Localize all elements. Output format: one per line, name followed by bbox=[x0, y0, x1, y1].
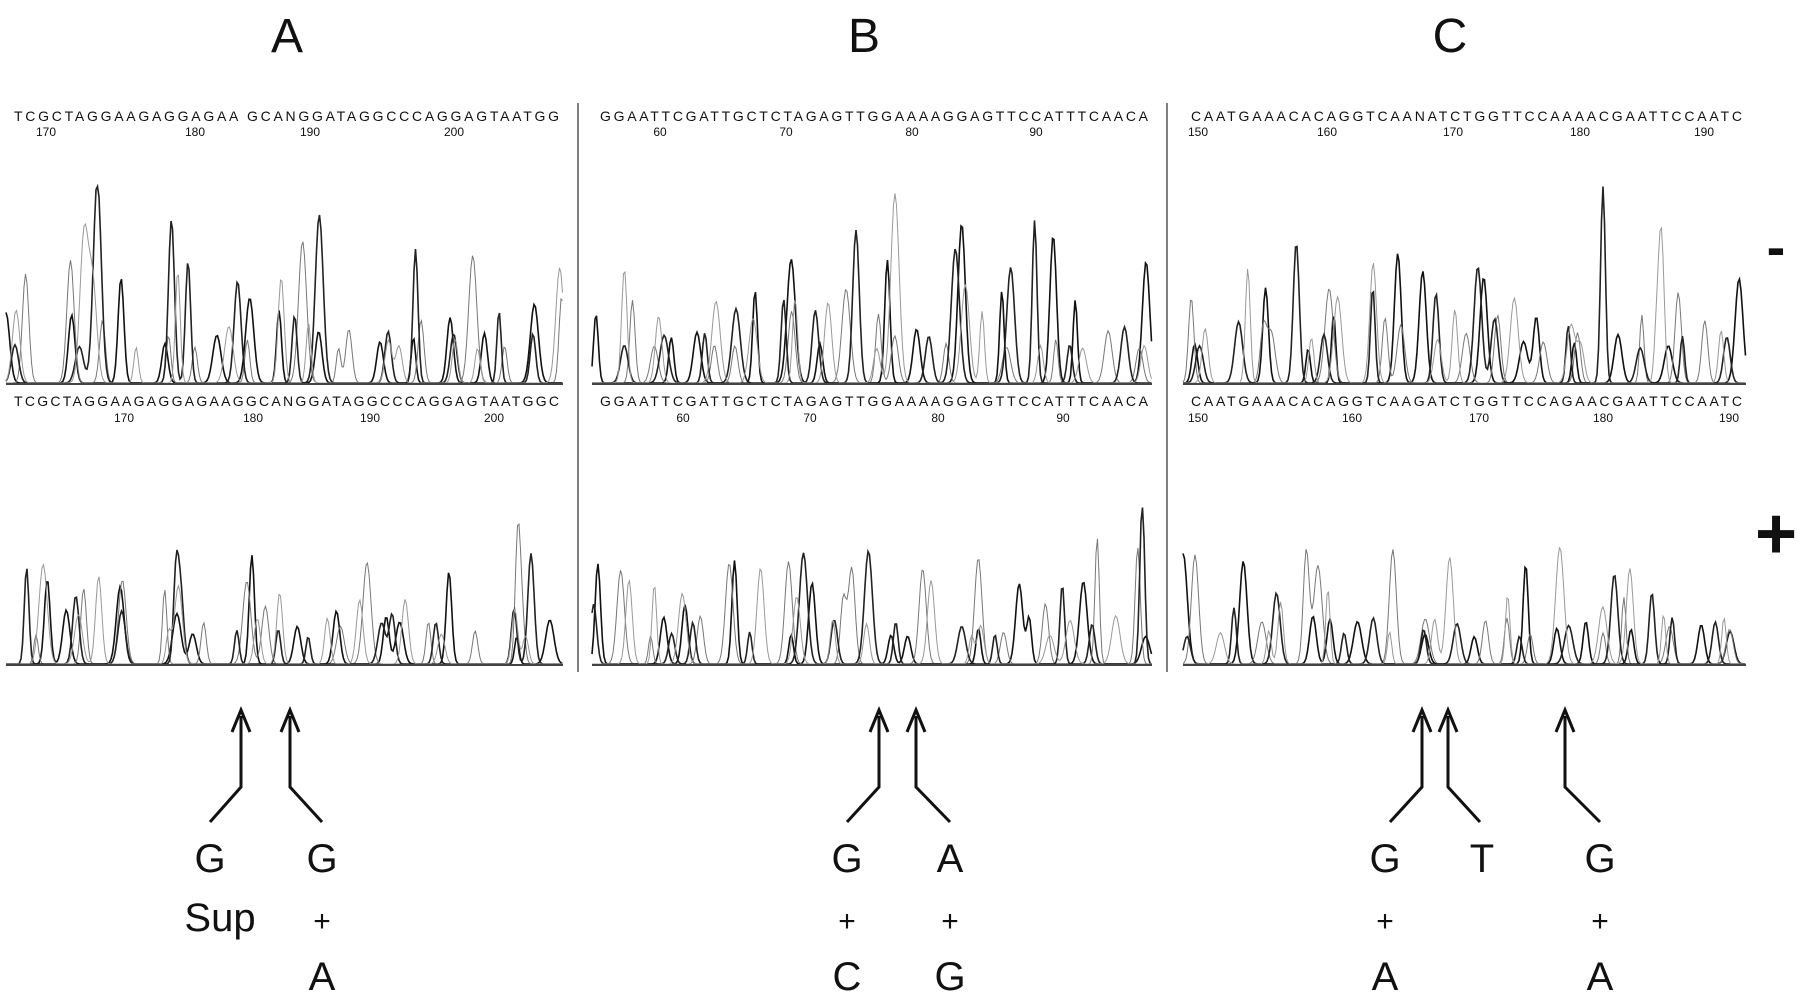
condition-label: + bbox=[1755, 494, 1797, 574]
arrow bbox=[914, 716, 952, 824]
position-tick: 170 bbox=[1469, 411, 1489, 425]
trace bbox=[592, 567, 1152, 665]
trace bbox=[1182, 574, 1746, 665]
base-annotation: A bbox=[1372, 955, 1399, 999]
position-tick: 60 bbox=[676, 411, 690, 425]
position-tick: 160 bbox=[1342, 411, 1362, 425]
arrow-head bbox=[905, 706, 927, 733]
base-annotation: C bbox=[833, 955, 862, 999]
position-tick: 180 bbox=[1570, 125, 1590, 139]
arrow bbox=[208, 716, 243, 823]
trace bbox=[5, 222, 563, 384]
panel-label: C bbox=[1433, 10, 1468, 63]
arrow-head bbox=[1437, 706, 1459, 733]
position-tick: 180 bbox=[185, 125, 205, 139]
arrow-head bbox=[1554, 706, 1576, 733]
position-tick: 70 bbox=[779, 125, 793, 139]
trace bbox=[591, 507, 1152, 665]
position-tick: 90 bbox=[1056, 411, 1070, 425]
position-tick: 150 bbox=[1188, 125, 1208, 139]
position-tick: 170 bbox=[1443, 125, 1463, 139]
sequence: GGAATTCGATTGCTCTAGAGTTGGAAAAGGAGTTCCATTT… bbox=[600, 108, 1149, 124]
sequence: CAATGAAACACAGGTCAAGATCTGGTTCCAGAACGAATTC… bbox=[1191, 393, 1742, 409]
trace bbox=[592, 220, 1152, 384]
trace bbox=[5, 278, 563, 384]
position-tick: 60 bbox=[653, 125, 667, 139]
position-tick: 80 bbox=[905, 125, 919, 139]
arrow-head bbox=[230, 706, 252, 733]
base-annotation: G bbox=[1584, 837, 1615, 881]
sequence: TCGCTAGGAAGAGGAGAA GCANGGATAGGCCCAGGAGTA… bbox=[14, 108, 559, 124]
position-tick: 150 bbox=[1188, 411, 1208, 425]
position-tick: 80 bbox=[931, 411, 945, 425]
arrow-head bbox=[1411, 706, 1433, 733]
base-annotation: + bbox=[838, 905, 856, 938]
sequence: CAATGAAACACAGGTCAANATCTGGTTCCAAAACGAATTC… bbox=[1191, 108, 1742, 124]
position-tick: 70 bbox=[803, 411, 817, 425]
arrow bbox=[1388, 716, 1424, 824]
panel-label: A bbox=[271, 10, 303, 63]
base-annotation: + bbox=[313, 905, 331, 938]
position-tick: 180 bbox=[243, 411, 263, 425]
base-annotation: A bbox=[937, 837, 964, 881]
arrow bbox=[845, 716, 881, 824]
arrow-head bbox=[279, 706, 301, 733]
position-tick: 160 bbox=[1317, 125, 1337, 139]
position-tick: 180 bbox=[1593, 411, 1613, 425]
position-tick: 170 bbox=[36, 125, 56, 139]
position-tick: 190 bbox=[1694, 125, 1714, 139]
base-annotation: G bbox=[831, 837, 862, 881]
condition-label: - bbox=[1767, 215, 1786, 278]
position-tick: 190 bbox=[360, 411, 380, 425]
position-tick: 90 bbox=[1029, 125, 1043, 139]
position-tick: 200 bbox=[484, 411, 504, 425]
sequence: TCGCTAGGAAGAGGAGAAGGCANGGATAGGCCCAGGAGTA… bbox=[14, 393, 559, 409]
arrow bbox=[288, 716, 324, 824]
panel-label: B bbox=[848, 10, 880, 63]
base-annotation: A bbox=[1587, 955, 1614, 999]
trace bbox=[1182, 549, 1746, 665]
arrow bbox=[1446, 716, 1482, 824]
base-annotation: G bbox=[194, 837, 225, 881]
base-annotation: Sup bbox=[184, 896, 255, 940]
trace bbox=[1183, 186, 1746, 384]
position-tick: 170 bbox=[114, 411, 134, 425]
base-annotation: + bbox=[1376, 905, 1394, 938]
trace bbox=[1182, 253, 1747, 384]
arrow-head bbox=[868, 706, 890, 733]
trace bbox=[6, 563, 563, 665]
position-tick: 190 bbox=[300, 125, 320, 139]
base-annotation: T bbox=[1470, 837, 1494, 881]
base-annotation: + bbox=[941, 905, 959, 938]
base-annotation: G bbox=[934, 955, 965, 999]
sequence: GGAATTCGATTGCTCTAGAGTTGGAAAAGGAGTTCCATTT… bbox=[600, 393, 1149, 409]
arrow bbox=[1563, 716, 1602, 824]
position-tick: 190 bbox=[1719, 411, 1739, 425]
base-annotation: + bbox=[1591, 905, 1609, 938]
base-annotation: A bbox=[309, 955, 336, 999]
base-annotation: G bbox=[306, 837, 337, 881]
base-annotation: G bbox=[1369, 837, 1400, 881]
position-tick: 200 bbox=[444, 125, 464, 139]
